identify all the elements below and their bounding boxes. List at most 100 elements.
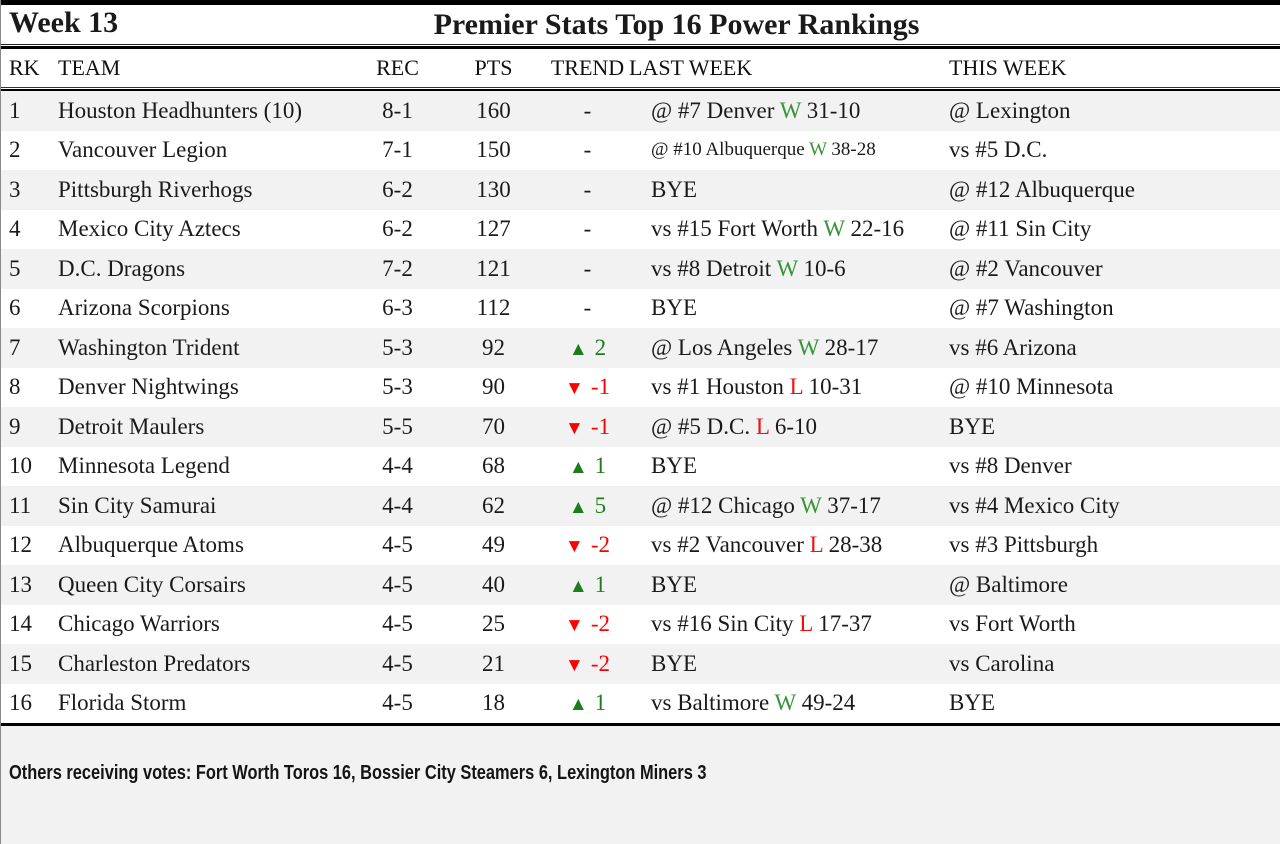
last-week-opponent: @ #7 Denver	[651, 97, 780, 123]
last-week-cell: @ #7 Denver W 31-10	[629, 98, 941, 124]
last-week-score: 37-17	[821, 492, 881, 518]
trend-cell: -	[583, 137, 592, 163]
last-week-opponent: vs #2 Vancouver	[651, 532, 810, 558]
record-cell: 6-2	[382, 176, 413, 202]
table-row: 16 Florida Storm 4-5 18 ▲ 1 vs Baltimore W 49-…	[1, 684, 1280, 724]
last-week-cell: vs #8 Detroit W 10-6	[629, 256, 941, 282]
rank-cell: 9	[9, 413, 21, 439]
record-cell: 4-5	[382, 611, 413, 637]
last-week-score: 28-17	[818, 334, 879, 360]
last-week-score: 10-31	[802, 374, 863, 400]
trend-down-icon: ▼	[565, 536, 584, 558]
table-row: 9 Detroit Maulers 5-5 70 ▼ -1 @ #5 D.C. L 6-10…	[1, 407, 1280, 447]
this-week-cell: vs #8 Denver	[949, 453, 1072, 479]
week-label: Week 13	[9, 6, 119, 39]
this-week-cell: @ #11 Sin City	[949, 216, 1092, 242]
team-cell: Arizona Scorpions	[58, 295, 230, 321]
trend-cell: ▲ 5	[546, 493, 629, 519]
table-bottom-rule	[1, 723, 1280, 726]
points-cell: 49	[482, 532, 505, 558]
this-week-cell: @ #2 Vancouver	[949, 255, 1103, 281]
column-header-team: TEAM	[58, 55, 121, 80]
last-week-opponent: vs #8 Detroit	[651, 255, 777, 281]
last-week-cell: vs #15 Fort Worth W 22-16	[629, 216, 941, 242]
last-week-cell: @ #10 Albuquerque W 38-28	[629, 139, 941, 161]
trend-value: 1	[594, 453, 607, 479]
trend-down-icon: ▼	[565, 417, 584, 439]
trend-value: -1	[590, 413, 610, 439]
last-week-cell: vs #1 Houston L 10-31	[629, 374, 941, 400]
table-row: 5 D.C. Dragons 7-2 121 - vs #8 Detroit W 10-6…	[1, 249, 1280, 289]
last-week-cell: BYE	[651, 295, 697, 321]
trend-cell: ▼ -1	[546, 414, 629, 440]
trend-cell: ▼ -2	[546, 532, 629, 558]
last-week-opponent: @ #12 Chicago	[651, 492, 801, 518]
rank-cell: 13	[9, 571, 32, 597]
result-letter: L	[809, 532, 823, 558]
column-header-rk: RK	[9, 55, 40, 80]
table-row: 10 Minnesota Legend 4-4 68 ▲ 1 BYE vs #8 Denver	[1, 447, 1280, 487]
table-row: 8 Denver Nightwings 5-3 90 ▼ -1 vs #1 Houston …	[1, 368, 1280, 408]
last-week-score: 28-38	[822, 532, 883, 558]
result-letter: W	[823, 216, 845, 242]
rank-cell: 5	[9, 255, 21, 281]
column-header-this-week: THIS WEEK	[949, 55, 1067, 80]
team-cell: Chicago Warriors	[58, 611, 220, 637]
team-cell: Florida Storm	[58, 690, 187, 716]
this-week-cell: vs Fort Worth	[949, 611, 1076, 637]
table-row: 2 Vancouver Legion 7-1 150 - @ #10 Albuquerqu…	[1, 131, 1280, 171]
trend-up-icon: ▲	[568, 694, 588, 716]
points-cell: 112	[476, 295, 511, 321]
points-cell: 130	[476, 176, 511, 202]
last-week-opponent: @ #5 D.C.	[651, 413, 756, 439]
top-rule	[1, 0, 1280, 5]
team-cell: Pittsburgh Riverhogs	[58, 176, 253, 202]
this-week-cell: @ Baltimore	[949, 571, 1068, 597]
team-cell: D.C. Dragons	[58, 255, 186, 281]
team-cell: Mexico City Aztecs	[58, 216, 241, 242]
this-week-cell: vs #4 Mexico City	[949, 492, 1120, 518]
result-letter: L	[799, 611, 813, 637]
result-letter: W	[776, 255, 798, 281]
trend-cell: ▲ 1	[546, 572, 629, 598]
last-week-score: 49-24	[795, 690, 856, 716]
this-week-cell: vs #3 Pittsburgh	[949, 532, 1099, 558]
trend-cell: ▲ 2	[546, 335, 629, 361]
rank-cell: 8	[9, 374, 21, 400]
this-week-cell: vs Carolina	[949, 650, 1055, 676]
trend-value: 1	[594, 690, 607, 716]
last-week-cell: @ Los Angeles W 28-17	[629, 335, 941, 361]
last-week-opponent: vs #1 Houston	[651, 374, 790, 400]
trend-cell: -	[583, 216, 592, 242]
result-letter: L	[755, 413, 770, 439]
last-week-opponent: vs #15 Fort Worth	[651, 216, 824, 242]
trend-up-icon: ▲	[568, 338, 588, 360]
points-cell: 70	[482, 413, 505, 439]
points-cell: 160	[476, 97, 511, 123]
trend-cell: -	[583, 295, 592, 321]
points-cell: 21	[482, 650, 505, 676]
table-row: 3 Pittsburgh Riverhogs 6-2 130 - BYE @ #12 Alb…	[1, 170, 1280, 210]
rank-cell: 7	[9, 334, 21, 360]
team-cell: Washington Trident	[58, 334, 240, 360]
record-cell: 5-3	[382, 334, 413, 360]
points-cell: 121	[476, 255, 511, 281]
title-bar: Week 13 Premier Stats Top 16 Power Ranki…	[1, 5, 1280, 44]
trend-down-icon: ▼	[565, 615, 584, 637]
points-cell: 127	[476, 216, 511, 242]
header-rule	[1, 87, 1280, 91]
trend-down-icon: ▼	[565, 654, 584, 676]
column-header-trend: TREND	[550, 55, 625, 80]
result-letter: W	[797, 334, 819, 360]
table-row: 6 Arizona Scorpions 6-3 112 - BYE @ #7 Washing…	[1, 289, 1280, 329]
rank-cell: 10	[9, 453, 32, 479]
trend-cell: ▲ 1	[546, 690, 629, 716]
this-week-cell: @ #10 Minnesota	[949, 374, 1114, 400]
rank-cell: 3	[9, 176, 21, 202]
trend-cell: ▼ -2	[546, 651, 629, 677]
trend-cell: -	[583, 97, 592, 123]
trend-up-icon: ▲	[568, 575, 588, 597]
column-header-rec: REC	[376, 55, 419, 80]
trend-value: -2	[590, 611, 610, 637]
last-week-cell: BYE	[651, 571, 697, 597]
